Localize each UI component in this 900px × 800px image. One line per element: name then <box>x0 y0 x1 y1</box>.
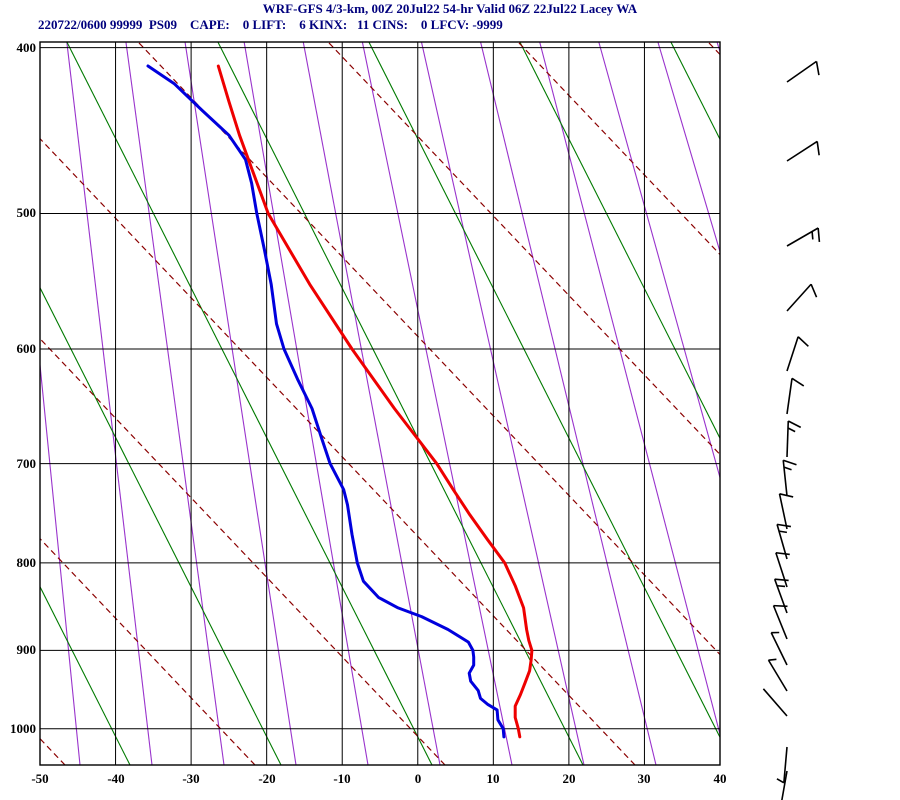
temp-axis-label: -50 <box>31 771 49 786</box>
green-isopleths <box>40 42 720 765</box>
pressure-axis-label: 900 <box>16 642 37 657</box>
chart-title: WRF-GFS 4/3-km, 00Z 20Jul22 54-hr Valid … <box>262 1 638 16</box>
chart-subtitle: 220722/0600 99999 PS09 CAPE: 0 LIFT: 6 K… <box>38 17 503 32</box>
wind-barb <box>775 551 790 588</box>
wind-barb <box>778 493 794 530</box>
temp-axis-label: 20 <box>562 771 576 786</box>
pressure-axis-label: 800 <box>16 555 37 570</box>
wind-barb <box>782 459 797 497</box>
pressure-axis-label: 1000 <box>10 721 36 736</box>
maroon-dashed-isopleths <box>40 42 720 765</box>
wind-barb <box>773 578 789 614</box>
wind-barb <box>770 631 788 666</box>
temp-axis-label: 40 <box>713 771 727 786</box>
temp-axis-label: -20 <box>258 771 276 786</box>
wind-barb <box>786 420 802 458</box>
wind-barb <box>762 688 788 717</box>
wind-barb <box>767 658 788 692</box>
pressure-axis-label: 700 <box>16 456 37 471</box>
wind-barb <box>786 377 805 415</box>
temp-axis-label: 10 <box>486 771 500 786</box>
wind-barb-column <box>762 60 821 800</box>
pressure-axis-label: 400 <box>16 40 37 55</box>
pressure-temp-grid <box>39 41 721 766</box>
dewpoint-trace <box>146 64 506 739</box>
temp-axis-label: -40 <box>107 771 125 786</box>
pressure-axis-label: 500 <box>16 205 37 220</box>
wind-barb <box>786 140 820 162</box>
temp-axis-label: 0 <box>414 771 422 786</box>
purple-isopleths <box>40 42 720 765</box>
wind-barb <box>786 227 821 247</box>
wind-barb <box>786 60 820 83</box>
wind-barb <box>786 336 809 372</box>
wind-barb <box>776 746 788 784</box>
pressure-axis-label: 600 <box>16 341 37 356</box>
temperature-trace <box>216 64 534 739</box>
wind-barb <box>772 604 788 640</box>
temp-axis-label: 30 <box>637 771 651 786</box>
wind-barb <box>781 770 788 800</box>
temp-axis-label: -30 <box>182 771 200 786</box>
temp-axis-label: -10 <box>333 771 351 786</box>
wind-barb <box>786 283 818 312</box>
